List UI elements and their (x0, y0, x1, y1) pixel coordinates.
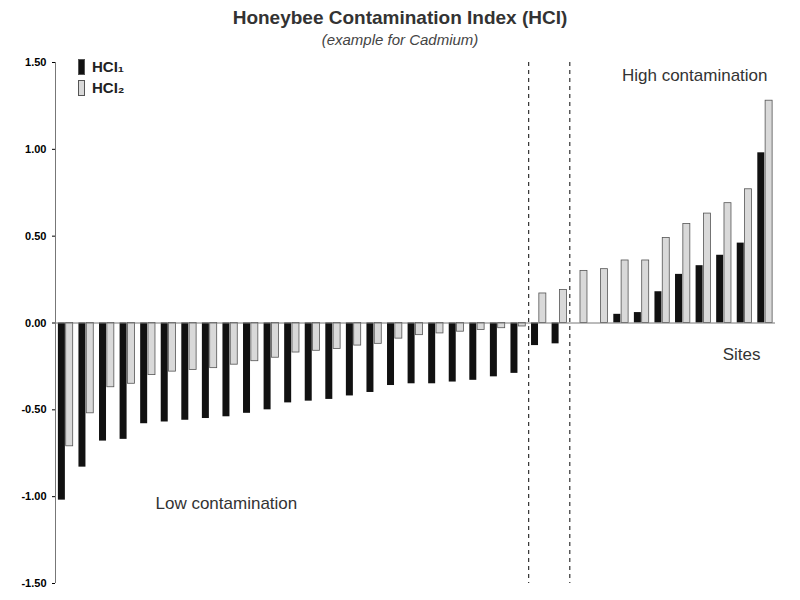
svg-text:1.00: 1.00 (25, 143, 46, 155)
svg-text:0.50: 0.50 (25, 230, 46, 242)
svg-text:High contamination: High contamination (622, 66, 768, 85)
svg-text:0.00: 0.00 (25, 317, 46, 329)
html-text:HCI₂: HCI₂ (92, 79, 125, 96)
html-text:(example for Cadmium): (example for Cadmium) (321, 31, 479, 48)
svg-text:-0.50: -0.50 (21, 403, 46, 415)
svg-text:Low contamination: Low contamination (156, 494, 298, 513)
svg-text:-1.50: -1.50 (21, 577, 46, 589)
svg-text:1.50: 1.50 (25, 56, 46, 68)
html-text:HCI₁: HCI₁ (92, 58, 124, 75)
html-text:Honeybee Contamination Index (: Honeybee Contamination Index (HCI) (232, 7, 568, 28)
svg-text:-1.00: -1.00 (21, 490, 46, 502)
svg-text:Sites: Sites (723, 345, 761, 364)
